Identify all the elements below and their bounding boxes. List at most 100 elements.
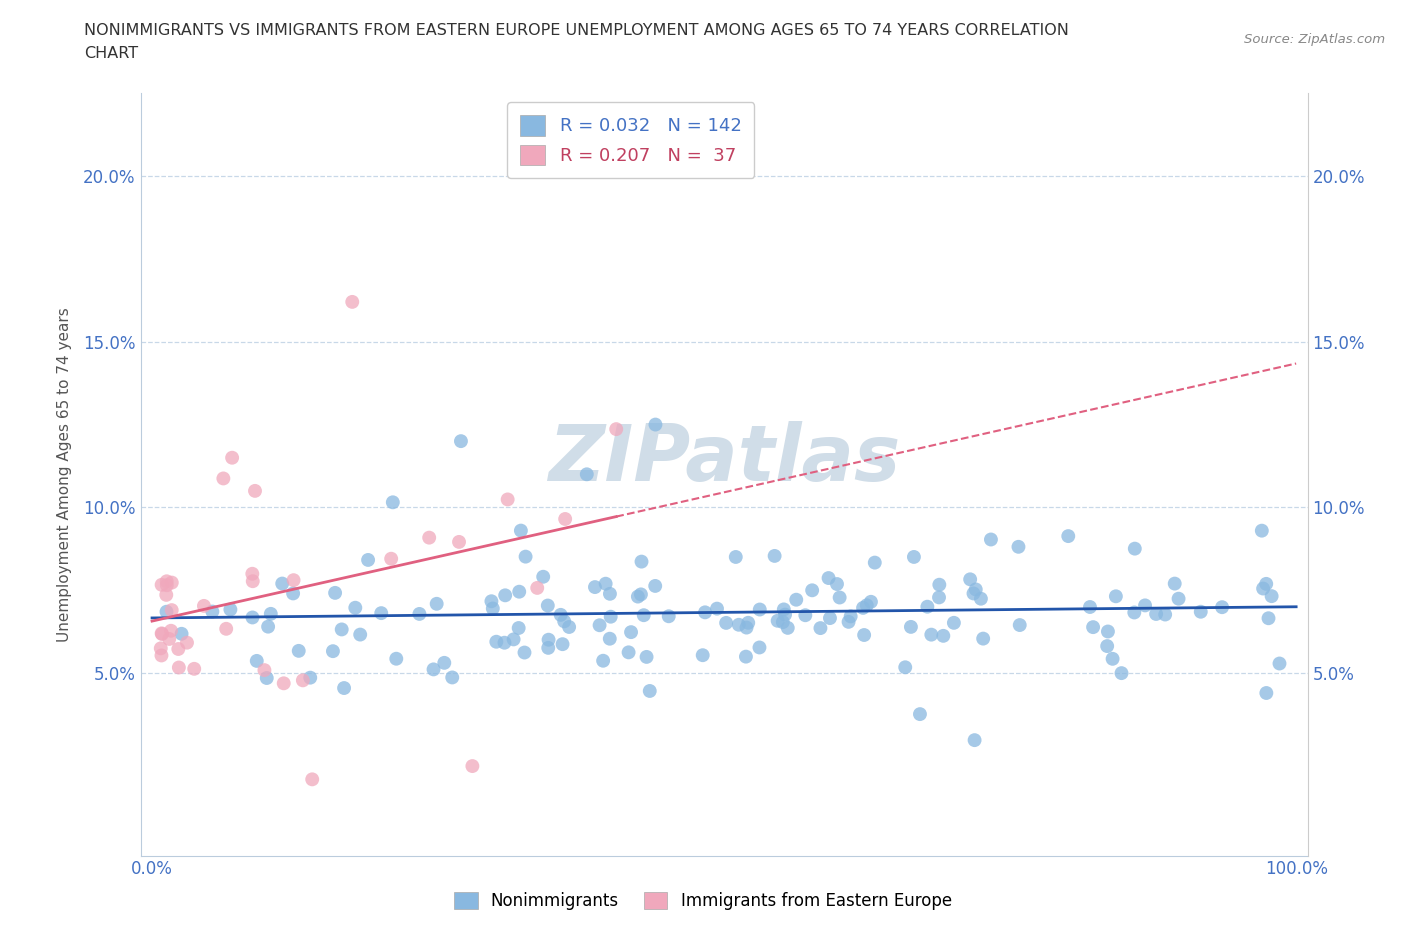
Point <box>157 631 180 646</box>
Point <box>349 627 371 642</box>
Point <box>735 649 758 664</box>
Point <box>322 644 344 658</box>
Point <box>481 601 503 616</box>
Point <box>243 484 266 498</box>
Point <box>450 433 472 448</box>
Point <box>748 640 770 655</box>
Point <box>433 656 456 671</box>
Point <box>763 549 786 564</box>
Point <box>965 582 987 597</box>
Point <box>772 602 794 617</box>
Point <box>692 648 714 663</box>
Point <box>426 596 449 611</box>
Point <box>727 618 749 632</box>
Point <box>839 609 862 624</box>
Point <box>508 620 530 635</box>
Point <box>167 642 190 657</box>
Point <box>481 593 503 608</box>
Point <box>894 660 917 675</box>
Point <box>301 772 323 787</box>
Point <box>773 607 796 622</box>
Point <box>1133 598 1156 613</box>
Text: ZIPatlas: ZIPatlas <box>548 421 900 497</box>
Point <box>212 471 235 485</box>
Point <box>801 583 824 598</box>
Point <box>193 599 215 614</box>
Point <box>515 550 537 565</box>
Point <box>441 670 464 684</box>
Point <box>980 532 1002 547</box>
Point <box>422 662 444 677</box>
Point <box>658 609 681 624</box>
Point <box>794 608 817 623</box>
Point <box>370 605 392 620</box>
Point <box>724 550 747 565</box>
Y-axis label: Unemployment Among Ages 65 to 74 years: Unemployment Among Ages 65 to 74 years <box>58 307 72 642</box>
Point <box>150 578 173 592</box>
Point <box>160 623 183 638</box>
Point <box>330 622 353 637</box>
Point <box>150 626 173 641</box>
Point <box>219 602 242 617</box>
Point <box>942 616 965 631</box>
Point <box>381 495 404 510</box>
Point <box>575 467 598 482</box>
Point <box>344 600 367 615</box>
Point <box>928 590 950 604</box>
Text: Source: ZipAtlas.com: Source: ZipAtlas.com <box>1244 33 1385 46</box>
Point <box>342 295 364 310</box>
Point <box>509 524 531 538</box>
Point <box>281 586 304 601</box>
Point <box>291 673 314 688</box>
Point <box>853 628 876 643</box>
Point <box>592 653 614 668</box>
Point <box>160 603 183 618</box>
Point <box>323 585 346 600</box>
Point <box>1097 624 1119 639</box>
Point <box>817 571 839 586</box>
Legend: Nonimmigrants, Immigrants from Eastern Europe: Nonimmigrants, Immigrants from Eastern E… <box>447 885 959 917</box>
Point <box>932 629 955 644</box>
Point <box>1260 589 1282 604</box>
Text: NONIMMIGRANTS VS IMMIGRANTS FROM EASTERN EUROPE UNEMPLOYMENT AMONG AGES 65 TO 74: NONIMMIGRANTS VS IMMIGRANTS FROM EASTERN… <box>84 23 1069 38</box>
Point <box>1007 539 1029 554</box>
Point <box>447 535 470 550</box>
Point <box>636 649 658 664</box>
Point <box>599 631 621 646</box>
Point <box>1268 656 1291 671</box>
Point <box>201 604 224 619</box>
Point <box>595 577 617 591</box>
Point <box>160 575 183 590</box>
Point <box>183 661 205 676</box>
Point <box>959 572 981 587</box>
Point <box>150 627 173 642</box>
Point <box>644 578 666 593</box>
Point <box>588 618 610 632</box>
Point <box>638 684 661 698</box>
Point <box>256 671 278 685</box>
Point <box>605 421 627 436</box>
Point <box>253 663 276 678</box>
Point <box>785 592 807 607</box>
Point <box>149 641 172 656</box>
Point <box>299 671 322 685</box>
Point <box>928 578 950 592</box>
Point <box>550 607 572 622</box>
Point <box>1164 577 1187 591</box>
Point <box>863 555 886 570</box>
Point <box>855 598 877 613</box>
Point <box>1111 666 1133 681</box>
Point <box>1257 611 1279 626</box>
Point <box>380 551 402 566</box>
Point <box>485 634 508 649</box>
Point <box>630 587 652 602</box>
Point <box>627 589 650 604</box>
Legend: R = 0.032   N = 142, R = 0.207   N =  37: R = 0.032 N = 142, R = 0.207 N = 37 <box>508 102 754 178</box>
Point <box>246 654 269 669</box>
Point <box>1123 541 1146 556</box>
Point <box>551 637 574 652</box>
Point <box>494 588 516 603</box>
Point <box>644 418 666 432</box>
Point <box>1057 528 1080 543</box>
Point <box>633 608 655 623</box>
